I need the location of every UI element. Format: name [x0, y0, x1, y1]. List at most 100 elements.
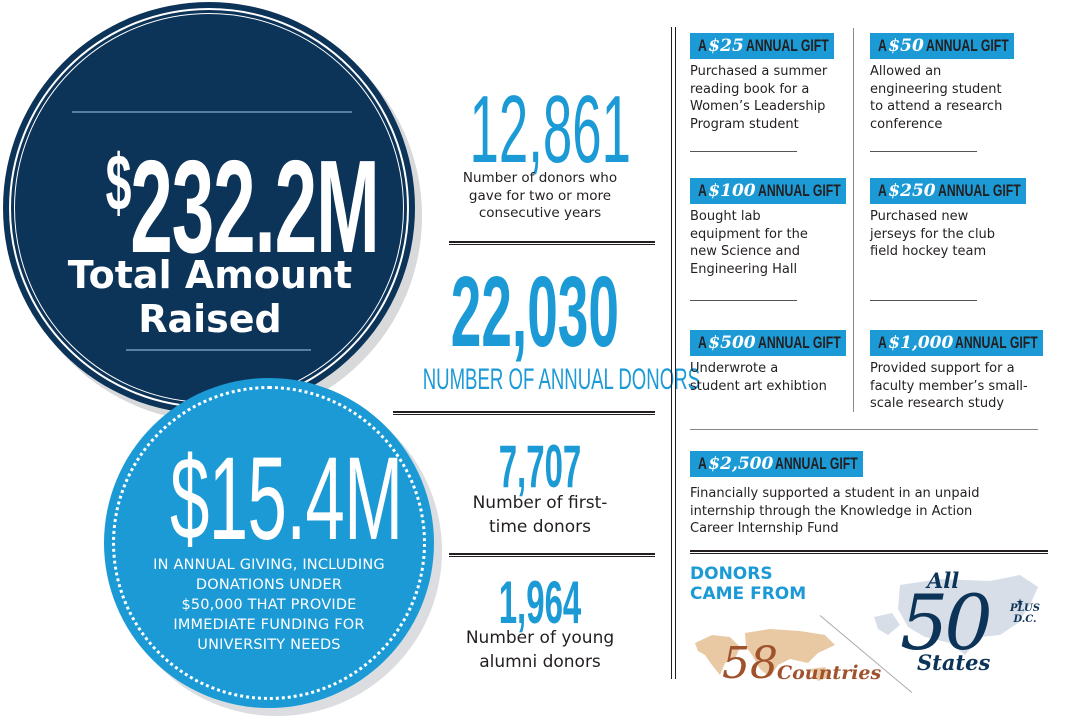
label-line: time donors [488, 517, 592, 537]
desc-line: faculty member’s small- [870, 378, 1028, 394]
desc-line: internship through the Knowledge in Acti… [690, 503, 973, 519]
gift-prefix: A [878, 181, 887, 200]
gift-suffix: ANNUAL GIFT [775, 454, 859, 473]
plus-line: PLUS [1010, 603, 1040, 614]
desc-line: student art exhibtion [690, 378, 827, 394]
gift-badge: A $25 ANNUAL GIFT [690, 33, 834, 59]
desc-line: Bought lab [690, 209, 761, 224]
desc-line: Provided support for a [870, 361, 1015, 376]
desc-line: Allowed an [870, 64, 942, 79]
dollar-symbol: $ [105, 138, 132, 227]
total-label-line2: Raised [138, 297, 282, 341]
stat-consecutive-donors-value: 12,861 [469, 76, 631, 183]
gift-suffix: ANNUAL GIFT [925, 36, 1009, 55]
states-label: States [917, 650, 991, 675]
desc-line: equipment for the [690, 226, 808, 242]
gift-card-2500: A $2,500 ANNUAL GIFT Financially support… [690, 451, 979, 538]
stat-first-time-value: 7,707 [498, 433, 582, 500]
annual-giving-description: IN ANNUAL GIVING, INCLUDING DONATIONS UN… [124, 555, 414, 655]
annual-giving-amount: $15.4M [170, 433, 403, 565]
stat-first-time-label: Number of first- time donors [450, 491, 630, 539]
gift-rule [690, 151, 797, 152]
gift-amount: $500 [708, 333, 756, 353]
desc-line: to attend a research [870, 99, 1003, 114]
star-icon: ★ [1016, 597, 1025, 607]
desc-line: UNIVERSITY NEEDS [197, 637, 341, 653]
stat-divider [393, 411, 655, 415]
gift-section-rule [690, 429, 1038, 430]
label-line: Number of donors who [462, 170, 618, 186]
gift-description: Underwrote a student art exhibtion [690, 360, 846, 395]
gift-prefix: A [878, 36, 887, 55]
gift-rule [690, 300, 797, 301]
gift-prefix: A [878, 333, 887, 352]
circle-top-rule [72, 111, 352, 113]
countries-count: 58 [722, 638, 778, 689]
gift-badge: A $100 ANNUAL GIFT [690, 178, 846, 204]
gift-badge: A $500 ANNUAL GIFT [690, 330, 846, 356]
dc-line: D.C. [1013, 614, 1037, 625]
desc-line: Purchased new [870, 209, 969, 224]
total-label: Total Amount Raised [40, 253, 380, 341]
desc-line: Financially supported a student in an un… [690, 486, 980, 501]
gift-description: Allowed an engineering student to attend… [870, 63, 1014, 133]
desc-line: Underwrote a [690, 361, 779, 376]
label-line: alumni donors [479, 652, 601, 672]
gift-rule [870, 300, 977, 301]
countries-label: Countries [777, 662, 882, 684]
desc-line: scale research study [870, 396, 1005, 411]
label-line: Number of young [465, 628, 615, 648]
column-divider [671, 27, 676, 679]
desc-line: jerseys for the club [870, 226, 996, 242]
desc-line: Women’s Leadership [690, 99, 826, 114]
gift-suffix: ANNUAL GIFT [757, 333, 841, 352]
desc-line: Engineering Hall [690, 261, 798, 277]
circle-bottom-rule [126, 349, 311, 351]
desc-line: Program student [690, 116, 799, 132]
gift-prefix: A [698, 181, 707, 200]
total-label-line1: Total Amount [67, 253, 353, 297]
us-map-icon [874, 575, 1038, 655]
gift-description: Provided support for a faculty member’s … [870, 360, 1043, 413]
gift-card-1000: A $1,000 ANNUAL GIFT Provided support fo… [870, 330, 1044, 413]
gift-card-250: A $250 ANNUAL GIFT Purchased new jerseys… [870, 178, 1026, 261]
desc-line: reading book for a [690, 81, 810, 97]
desc-line: IN ANNUAL GIVING, INCLUDING [153, 557, 385, 573]
gift-amount: $100 [708, 181, 756, 201]
heading-line: CAME FROM [690, 584, 807, 604]
gift-prefix: A [698, 454, 707, 473]
label-line: gave for two or more [468, 187, 612, 204]
gift-prefix: A [698, 36, 707, 55]
label-line: Number of first- [472, 493, 608, 513]
gift-badge: A $2,500 ANNUAL GIFT [690, 451, 864, 477]
desc-line: new Science and [690, 244, 800, 259]
gift-badge: A $250 ANNUAL GIFT [870, 178, 1026, 204]
label-line: consecutive years [478, 205, 602, 221]
stat-divider [449, 553, 655, 557]
gift-card-50: A $50 ANNUAL GIFT Allowed an engineering… [870, 33, 1014, 133]
total-amount: $232.2M [105, 118, 380, 273]
desc-line: conference [870, 116, 943, 132]
stat-young-alumni-label: Number of young alumni donors [450, 626, 630, 674]
gift-badge: A $1,000 ANNUAL GIFT [870, 330, 1044, 356]
gift-suffix: ANNUAL GIFT [937, 181, 1021, 200]
gift-card-100: A $100 ANNUAL GIFT Bought lab equipment … [690, 178, 846, 278]
gift-badge: A $50 ANNUAL GIFT [870, 33, 1014, 59]
gift-amount: $2,500 [708, 454, 774, 474]
gift-prefix: A [698, 333, 707, 352]
desc-line: IMMEDIATE FUNDING FOR [173, 617, 365, 633]
gift-suffix: ANNUAL GIFT [757, 181, 841, 200]
stat-divider [449, 241, 655, 245]
gift-rule [870, 151, 977, 152]
gift-amount: $50 [888, 36, 924, 56]
gift-description: Bought lab equipment for the new Science… [690, 208, 846, 278]
desc-line: $50,000 THAT PROVIDE [181, 597, 357, 613]
states-prefix: All [927, 568, 960, 593]
desc-line: DONATIONS UNDER [195, 577, 343, 593]
gift-description: Financially supported a student in an un… [690, 485, 979, 538]
origins-divider [690, 550, 1048, 554]
gift-card-500: A $500 ANNUAL GIFT Underwrote a student … [690, 330, 846, 395]
donors-came-from-heading: DONORS CAME FROM [690, 564, 806, 604]
desc-line: engineering student [870, 81, 1002, 97]
states-count: 50 [900, 578, 993, 667]
